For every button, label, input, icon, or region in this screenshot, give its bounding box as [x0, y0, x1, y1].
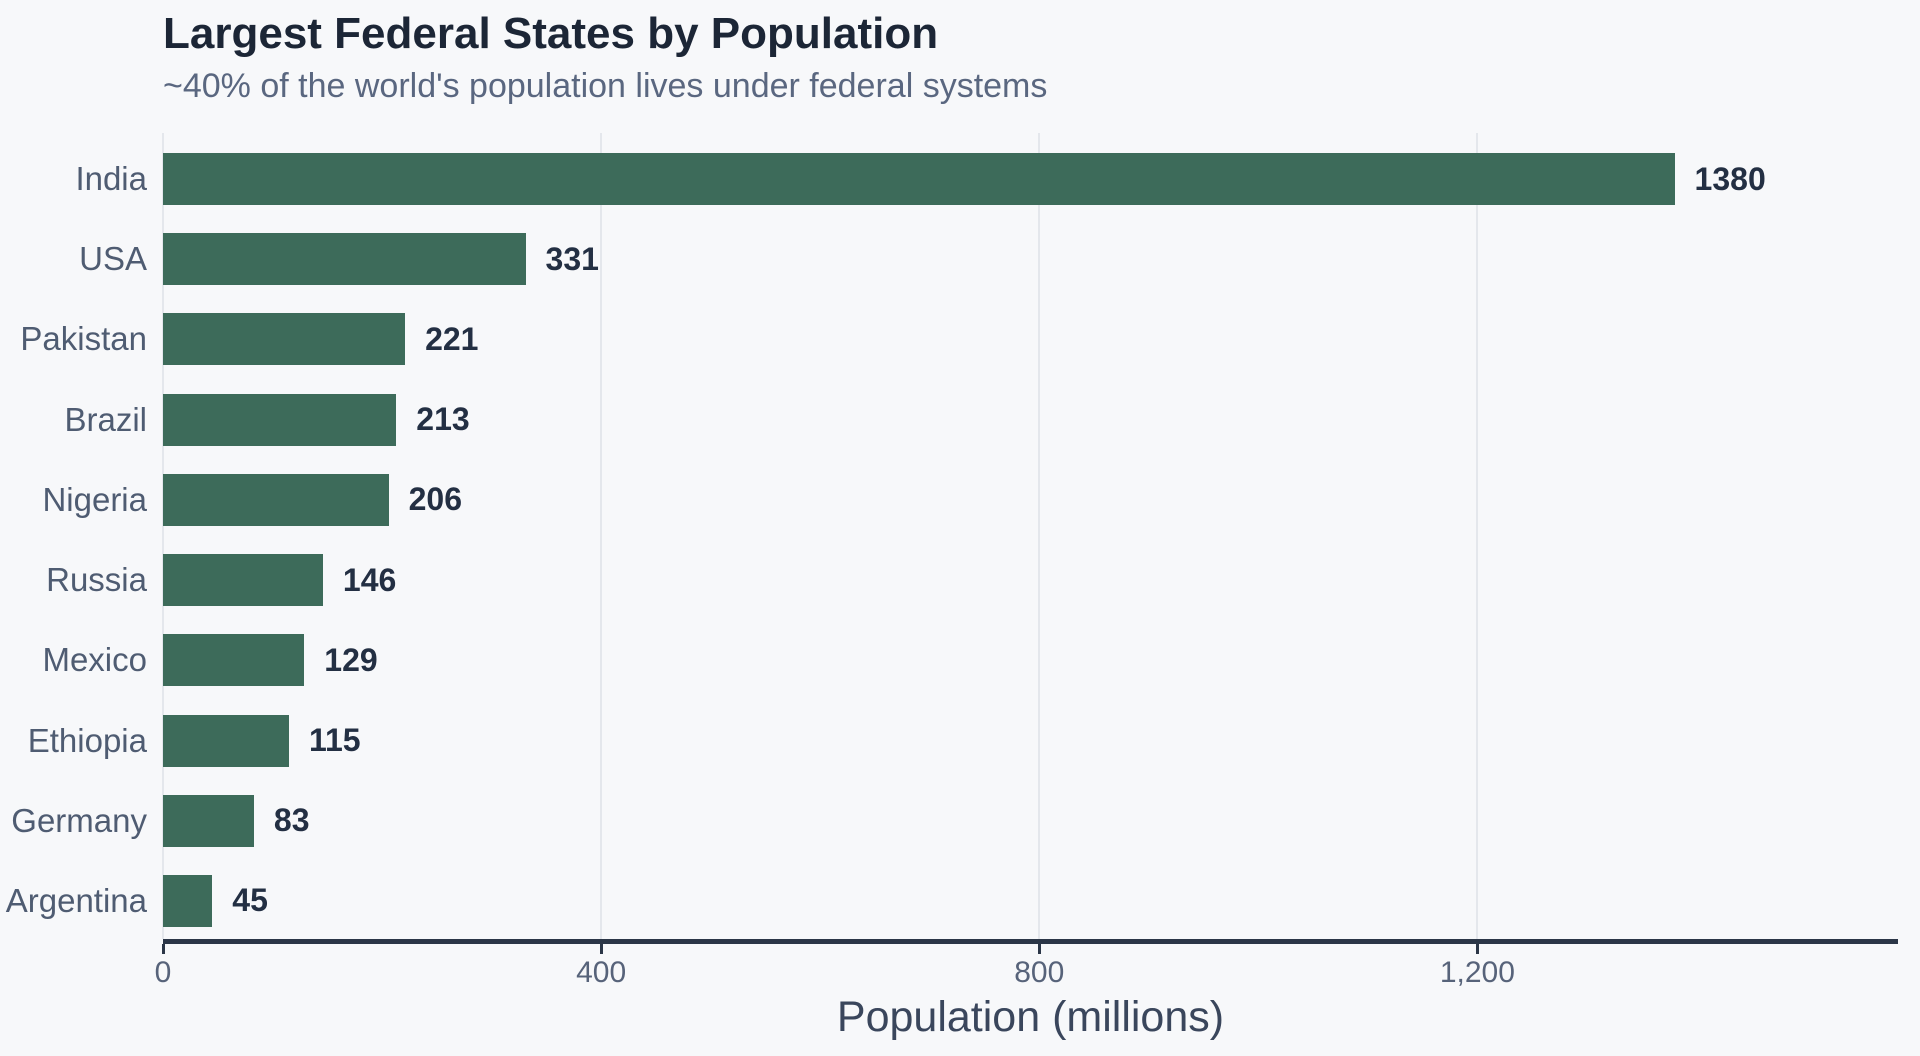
bar-mexico	[163, 634, 305, 687]
x-tick-label-1200: 1,200	[1439, 956, 1515, 989]
category-label-nigeria: Nigeria	[42, 480, 147, 518]
bar-argentina	[163, 874, 213, 927]
bar-row-ethiopia: Ethiopia 115	[28, 714, 1898, 767]
x-tick-800	[1037, 944, 1041, 954]
plot-area: India 1380 USA 331 Pakistan 221 Brazil 213 Niger…	[6, 133, 1898, 989]
bar-pakistan	[163, 313, 406, 366]
category-label-russia: Russia	[46, 561, 147, 599]
value-label-ethiopia: 115	[308, 722, 361, 759]
value-label-brazil: 213	[416, 401, 470, 438]
category-label-argentina: Argentina	[5, 881, 147, 919]
bar-rows: India 1380 USA 331 Pakistan 221 Brazil 213 Niger…	[6, 153, 1898, 927]
value-label-india: 1380	[1694, 160, 1766, 197]
gridline-0	[162, 133, 164, 939]
bar-brazil	[163, 393, 397, 446]
value-label-mexico: 129	[324, 641, 378, 678]
category-label-brazil: Brazil	[64, 400, 147, 438]
value-label-pakistan: 221	[425, 320, 479, 357]
bar-row-nigeria: Nigeria 206	[42, 473, 1898, 526]
bar-germany	[163, 794, 254, 847]
gridline-800	[1038, 133, 1041, 939]
x-tick-0	[161, 944, 165, 954]
bar-row-brazil: Brazil 213	[64, 393, 1898, 446]
chart-subtitle: ~40% of the world's population lives und…	[163, 67, 1048, 105]
chart-title: Largest Federal States by Population	[163, 9, 939, 58]
gridline-400	[600, 133, 603, 939]
bar-row-pakistan: Pakistan 221	[20, 313, 1898, 366]
x-axis-title: Population (millions)	[836, 993, 1225, 1041]
value-label-russia: 146	[342, 561, 397, 598]
bar-ethiopia	[163, 714, 289, 767]
bar-usa	[163, 233, 526, 286]
category-label-ethiopia: Ethiopia	[27, 721, 147, 759]
x-tick-label-400: 400	[576, 956, 627, 989]
value-label-germany: 83	[273, 802, 310, 839]
bar-india	[163, 153, 1675, 205]
value-label-usa: 331	[545, 240, 599, 277]
category-label-usa: USA	[79, 240, 147, 278]
x-tick-400	[599, 944, 603, 954]
bar-row-russia: Russia 146	[46, 554, 1898, 607]
category-label-mexico: Mexico	[42, 641, 147, 679]
bar-row-india: India 1380	[75, 153, 1898, 205]
value-label-argentina: 45	[232, 882, 268, 919]
bar-row-argentina: Argentina 45	[6, 874, 1898, 927]
bar-nigeria	[163, 473, 389, 526]
gridline-1200	[1476, 133, 1479, 939]
value-label-nigeria: 206	[408, 481, 463, 518]
category-label-germany: Germany	[11, 801, 147, 839]
category-label-pakistan: Pakistan	[20, 320, 147, 358]
bar-russia	[163, 554, 323, 607]
category-label-india: India	[75, 160, 147, 197]
x-tick-label-0: 0	[154, 956, 172, 989]
bar-row-mexico: Mexico 129	[42, 634, 1898, 687]
bar-row-germany: Germany 83	[11, 794, 1898, 847]
x-tick-1200	[1475, 944, 1479, 954]
bar-row-usa: USA 331	[79, 233, 1898, 286]
x-tick-label-800: 800	[1014, 956, 1065, 989]
